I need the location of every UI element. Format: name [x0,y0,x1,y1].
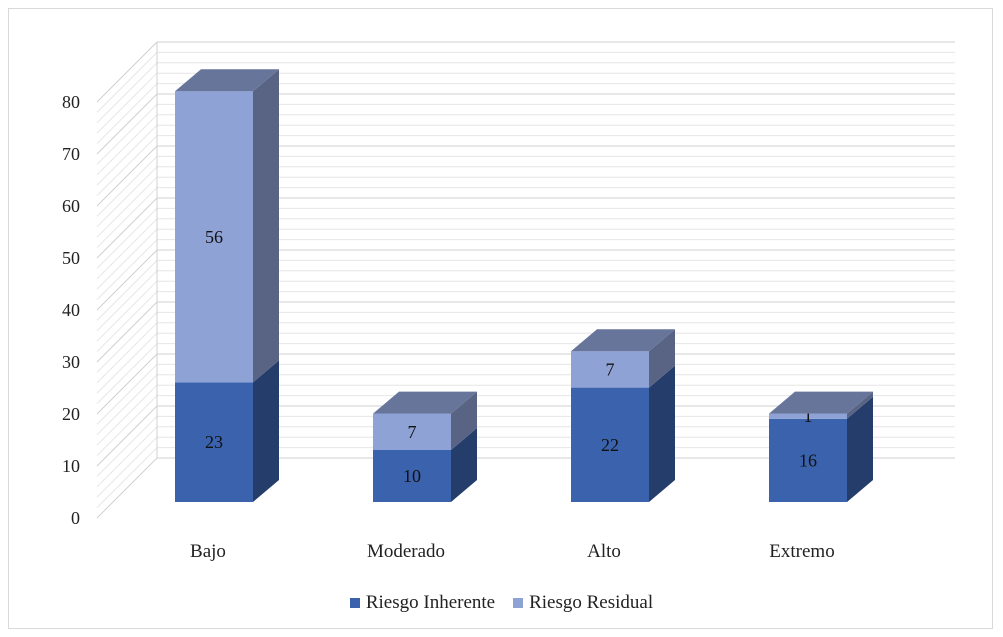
bar-top-bajo [175,69,279,92]
gridline-side [96,176,158,238]
bar-extremo-seg-1 [769,413,847,419]
bar-top-extremo [769,391,873,414]
gridline-side [96,62,158,124]
gridline-side [96,197,158,259]
gridline-side [96,364,158,425]
gridline-side [96,249,158,311]
gridline-side [96,270,158,332]
gridline-side [96,384,158,446]
y-tick-label: 50 [62,248,80,268]
legend-swatch-residual [513,598,524,608]
legend-label-residual: Riesgo Residual [529,592,654,613]
gridline-side [96,280,158,342]
y-tick-label: 70 [62,144,80,164]
gridline-side [96,405,158,467]
bar-side-alto-seg-1 [649,329,675,388]
y-axis-ticks: 0 10 20 30 40 50 60 70 80 [62,92,80,528]
gridline-side [96,426,158,488]
bar-bajo-seg-0 [175,382,253,502]
legend-item-inherente: Riesgo Inherente [349,592,496,614]
y-tick-label: 30 [62,352,80,372]
gridlines [96,41,955,519]
y-tick-label: 80 [62,92,80,112]
data-label: 1 [804,406,813,426]
gridline-side [96,457,158,519]
gridline-side [96,447,158,508]
chart-frame [8,8,993,629]
data-label: 7 [408,422,417,442]
bars: 23 56 10 7 22 7 16 1 [175,69,873,502]
bar-side-bajo-seg-0 [253,360,279,502]
bar-extremo-seg-0 [769,418,847,502]
data-label: 16 [799,450,817,470]
y-tick-label: 20 [62,404,80,424]
gridline-side [96,374,158,436]
x-category-label: Moderado [367,541,445,562]
gridline-side [96,187,158,248]
gridline-side [96,301,158,363]
gridline-side [96,395,158,456]
bar-alto-seg-0 [571,387,649,502]
y-tick-label: 10 [62,456,80,476]
gridline-side [96,312,158,373]
gridline-side [96,104,158,165]
gridline-side [96,166,158,228]
gridline-side [96,114,158,176]
gridline-side [96,145,158,207]
gridline-side [96,416,158,477]
bar-side-extremo-seg-1 [847,391,873,419]
gridline-side [96,72,158,134]
y-tick-label: 40 [62,300,80,320]
gridline-side [96,260,158,321]
bar-top-alto [571,329,675,352]
gridline-side [96,353,158,415]
bar-top-moderado [373,391,477,414]
y-tick-label: 60 [62,196,80,216]
bar-moderado-seg-0 [373,450,451,502]
gridline-side [96,291,158,352]
legend-label-inherente: Riesgo Inherente [365,592,496,613]
bar-side-alto-seg-0 [649,365,675,502]
gridline-side [96,322,158,384]
gridline-side [96,436,158,498]
bar-side-bajo-seg-1 [253,69,279,383]
gridline-side [96,135,158,196]
gridline-side [96,124,158,186]
gridline-side [96,343,158,404]
data-label: 10 [403,466,421,486]
y-tick-label: 0 [71,508,80,528]
gridline-side [96,228,158,290]
data-label: 23 [205,432,223,452]
gridline-side [96,156,158,217]
legend: Riesgo Inherente Riesgo Residual [0,592,1003,614]
legend-swatch-inherente [349,598,360,608]
gridline-side [96,332,158,394]
gridline-side [96,218,158,280]
x-category-label: Bajo [190,541,226,562]
x-category-label: Alto [587,541,621,562]
data-label: 7 [606,359,615,379]
bar-bajo-seg-1 [175,91,253,383]
gridline-side [96,52,158,113]
data-label: 56 [205,227,223,247]
gridline-side [96,239,158,300]
bar-alto-seg-1 [571,351,649,388]
bar-side-moderado-seg-1 [451,391,477,450]
gridline-side [96,208,158,269]
data-label: 22 [601,435,619,455]
x-axis-labels: Bajo Moderado Alto Extremo [190,541,835,562]
gridline-side [96,41,158,103]
bar-moderado-seg-1 [373,413,451,450]
legend-item-residual: Riesgo Residual [513,592,653,614]
bar-side-moderado-seg-0 [451,428,477,502]
x-category-label: Extremo [769,541,834,562]
gridline-side [96,83,158,144]
gridline-side [96,93,158,155]
bar-side-extremo-seg-0 [847,396,873,502]
